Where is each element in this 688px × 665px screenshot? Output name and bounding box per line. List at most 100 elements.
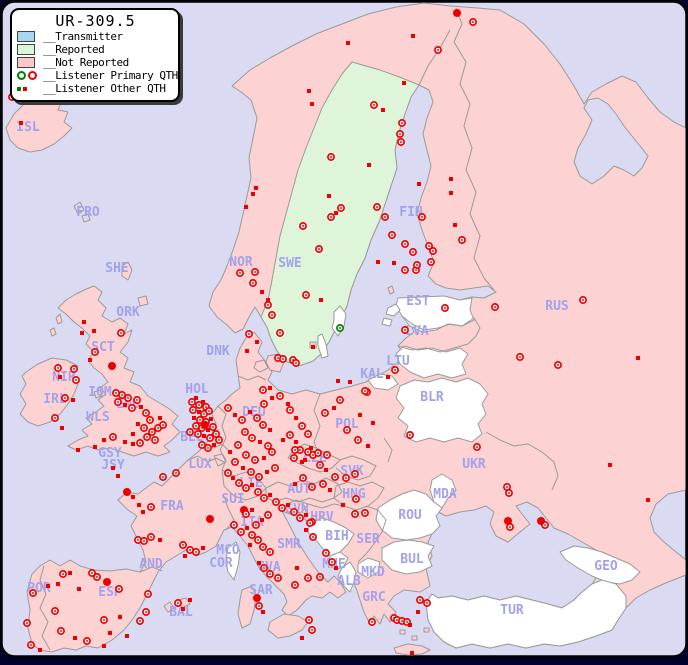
listener-other-marker: [158, 538, 162, 542]
listener-primary-marker: [469, 18, 477, 26]
listener-other-marker: [449, 177, 453, 181]
listener-other-marker: [58, 375, 62, 379]
country-lithuania: [395, 345, 469, 379]
listener-primary-marker: [117, 329, 125, 337]
listener-primary-marker: [124, 394, 132, 402]
listener-other-marker: [108, 631, 112, 635]
island-corsica: [225, 541, 241, 581]
listener-primary-marker: [172, 469, 180, 477]
listener-other-marker: [209, 417, 213, 421]
listener-primary-marker: [264, 511, 272, 519]
island-oland: [317, 333, 329, 359]
listener-primary-marker: [406, 431, 414, 439]
listener-primary-marker: [554, 361, 562, 369]
country-label-rus: RUS: [545, 299, 569, 314]
listener-other-marker: [294, 440, 298, 444]
country-label-jsy: JSY: [101, 458, 125, 473]
listener-primary-marker: [309, 533, 317, 541]
listener-other-marker: [268, 493, 272, 497]
country-label-kal: KAL: [360, 367, 384, 382]
listener-primary-marker: [264, 301, 272, 309]
listener-primary-marker: [337, 204, 345, 212]
country-label-fin: FIN: [399, 205, 423, 220]
listener-primary-marker: [314, 449, 322, 457]
listener-primary-marker: [230, 521, 238, 529]
listener-primary-marker: [242, 510, 250, 518]
listener-other-marker: [336, 379, 340, 383]
listener-primary-marker: [304, 430, 312, 438]
legend-item-label: __Transmitter: [43, 30, 123, 43]
listener-primary-marker: [425, 242, 433, 250]
listener-other-marker: [201, 546, 205, 550]
listener-other-marker: [324, 468, 328, 472]
listener-other-marker: [294, 416, 298, 420]
listener-primary-marker: [319, 480, 327, 488]
country-albania: [337, 561, 357, 593]
listener-primary-marker: [272, 498, 280, 506]
listener-primary-marker: [266, 548, 274, 556]
listener-other-marker: [304, 513, 308, 517]
island-orkney: [137, 295, 149, 307]
listener-other-marker: [141, 510, 145, 514]
listener-primary-marker: [251, 456, 259, 464]
island-saaremaa: [381, 303, 401, 327]
reported-icon: [17, 44, 43, 55]
country-label-swe: SWE: [278, 256, 301, 271]
country-label-irl: IRL: [43, 392, 67, 407]
listener-primary-marker: [242, 451, 250, 459]
listener-other-marker: [367, 163, 371, 167]
listener-primary-marker: [59, 570, 67, 578]
listener-primary-marker: [323, 451, 331, 459]
listener-primary-marker: [204, 444, 212, 452]
transmitter-icon: [17, 31, 43, 42]
listener-other-marker: [206, 428, 210, 432]
listener-primary-marker: [506, 523, 514, 531]
listener-primary-marker: [224, 469, 232, 477]
listener-primary-marker: [286, 431, 294, 439]
listener-primary-marker: [29, 589, 37, 597]
listener-primary-marker: [192, 548, 200, 556]
legend-item-not-reported: __Not Reported: [17, 56, 174, 69]
country-label-cor: COR: [209, 556, 233, 571]
listener-primary-marker: [248, 434, 256, 442]
listener-primary-marker: [51, 414, 59, 422]
listener-dot-marker: [504, 517, 512, 525]
listener-primary-marker: [291, 581, 299, 589]
listener-other-marker: [254, 186, 258, 190]
legend-item-label: __Listener Other QTH: [43, 82, 166, 95]
island-aland: [387, 285, 395, 295]
listener-primary-marker: [315, 245, 323, 253]
listener-primary-marker: [88, 569, 96, 577]
listener-primary-marker: [266, 570, 274, 578]
listener-primary-marker: [237, 528, 245, 536]
listener-primary-marker: [302, 291, 310, 299]
listener-primary-marker: [427, 258, 435, 266]
listener-primary-marker: [247, 468, 255, 476]
country-label-dnk: DNK: [206, 344, 230, 359]
listener-primary-marker: [401, 240, 409, 248]
listener-primary-marker: [198, 441, 206, 449]
country-label-ukr: UKR: [462, 457, 486, 472]
listener-other-marker: [410, 651, 414, 655]
listener-primary-marker: [224, 404, 232, 412]
listener-primary-marker: [397, 138, 405, 146]
listener-other-marker: [183, 554, 187, 558]
listener-primary-marker: [148, 428, 156, 436]
listener-primary-marker: [316, 461, 324, 469]
island-sicily: [267, 613, 309, 639]
listener-primary-marker: [391, 366, 399, 374]
listener-primary-marker: [342, 474, 350, 482]
listener-primary-marker: [268, 311, 276, 319]
country-georgia: [559, 545, 641, 585]
listener-primary-marker: [146, 416, 154, 424]
listener-other-marker: [88, 358, 92, 362]
country-turkey: [425, 579, 627, 649]
listener-other-marker: [131, 442, 135, 446]
listener-primary-marker: [238, 416, 246, 424]
listener-dot-marker: [103, 578, 111, 586]
listener-other-marker: [82, 320, 86, 324]
listener-primary-marker: [274, 574, 282, 582]
country-label-blr: BLR: [420, 390, 444, 405]
listener-dot-marker: [123, 488, 131, 496]
country-moldova: [429, 473, 457, 509]
